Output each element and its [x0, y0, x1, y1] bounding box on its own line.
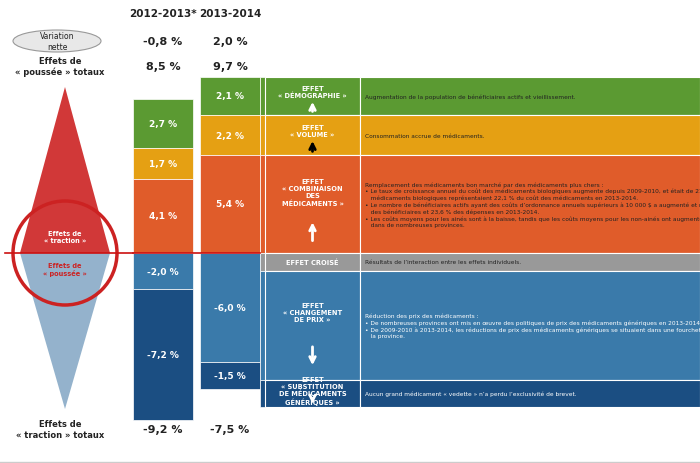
Text: 2,2 %: 2,2 % — [216, 131, 244, 140]
Polygon shape — [20, 88, 110, 253]
Bar — [133, 180, 193, 253]
Text: 2013-2014: 2013-2014 — [199, 9, 261, 19]
Text: Effets de
« traction »: Effets de « traction » — [44, 231, 86, 244]
Bar — [200, 362, 260, 389]
Ellipse shape — [13, 31, 101, 53]
Text: Augmentation de la population de bénéficiaires actifs et vieillissement.: Augmentation de la population de bénéfic… — [365, 94, 575, 100]
Text: 2,0 %: 2,0 % — [213, 37, 247, 47]
Polygon shape — [260, 271, 265, 380]
Text: Consommation accrue de médicaments.: Consommation accrue de médicaments. — [365, 133, 484, 138]
Bar — [200, 253, 260, 362]
Text: EFFET
« CHANGEMENT
DE PRIX »: EFFET « CHANGEMENT DE PRIX » — [283, 303, 342, 323]
Text: Effets de
« poussée » totaux: Effets de « poussée » totaux — [15, 57, 105, 77]
Text: Remplacement des médicaments bon marché par des médicaments plus chers :
• Le ta: Remplacement des médicaments bon marché … — [365, 181, 700, 227]
Text: 2,1 %: 2,1 % — [216, 92, 244, 101]
Bar — [200, 78, 260, 116]
Bar — [265, 271, 360, 380]
Bar — [265, 380, 360, 407]
Bar — [133, 100, 193, 149]
Text: 5,4 %: 5,4 % — [216, 200, 244, 209]
Text: 9,7 %: 9,7 % — [213, 62, 247, 72]
Bar — [265, 78, 360, 116]
Bar — [133, 253, 193, 289]
Bar — [265, 253, 360, 271]
Text: 1,7 %: 1,7 % — [149, 160, 177, 169]
Text: 8,5 %: 8,5 % — [146, 62, 181, 72]
Bar — [360, 78, 700, 116]
Bar — [133, 289, 193, 420]
Text: -7,5 %: -7,5 % — [211, 424, 250, 434]
Text: -1,5 %: -1,5 % — [214, 371, 246, 380]
Polygon shape — [260, 253, 265, 271]
Bar — [360, 380, 700, 407]
Bar — [265, 156, 360, 253]
Text: -6,0 %: -6,0 % — [214, 303, 246, 313]
Bar — [133, 149, 193, 180]
Text: EFFET
« VOLUME »: EFFET « VOLUME » — [290, 125, 335, 138]
Text: EFFET
« SUBSTITUTION
DE MÉDICAMENTS
GÉNÉRIQUES »: EFFET « SUBSTITUTION DE MÉDICAMENTS GÉNÉ… — [279, 376, 346, 405]
Bar — [200, 116, 260, 156]
Text: Aucun grand médicament « vedette » n’a perdu l’exclusivité de brevet.: Aucun grand médicament « vedette » n’a p… — [365, 391, 577, 396]
Text: 4,1 %: 4,1 % — [149, 212, 177, 221]
Text: 2,7 %: 2,7 % — [149, 120, 177, 129]
Text: EFFET
« COMBINAISON
DES
MÉDICAMENTS »: EFFET « COMBINAISON DES MÉDICAMENTS » — [281, 179, 344, 206]
Polygon shape — [260, 78, 265, 116]
Text: Variation
nette: Variation nette — [40, 32, 74, 51]
Bar — [360, 116, 700, 156]
Text: Effets de
« poussée »: Effets de « poussée » — [43, 263, 87, 276]
Bar — [360, 271, 700, 380]
Polygon shape — [20, 253, 110, 409]
Polygon shape — [260, 380, 265, 407]
Text: Réduction des prix des médicaments :
• De nombreuses provinces ont mis en œuvre : Réduction des prix des médicaments : • D… — [365, 313, 700, 338]
Text: -2,0 %: -2,0 % — [147, 267, 178, 276]
Text: EFFET CROISÉ: EFFET CROISÉ — [286, 259, 339, 266]
Text: 2012-2013*: 2012-2013* — [130, 9, 197, 19]
Bar — [360, 253, 700, 271]
Bar — [200, 156, 260, 253]
Text: Résultats de l’interaction entre les effets individuels.: Résultats de l’interaction entre les eff… — [365, 260, 521, 265]
Text: EFFET
« DÉMOGRAPHIE »: EFFET « DÉMOGRAPHIE » — [278, 86, 346, 99]
Bar — [360, 156, 700, 253]
Polygon shape — [260, 116, 265, 156]
Polygon shape — [260, 156, 265, 253]
Bar — [265, 116, 360, 156]
Text: -9,2 %: -9,2 % — [144, 424, 183, 434]
Text: -7,2 %: -7,2 % — [147, 350, 179, 359]
Text: Effets de
« traction » totaux: Effets de « traction » totaux — [16, 419, 104, 439]
Text: -0,8 %: -0,8 % — [144, 37, 183, 47]
